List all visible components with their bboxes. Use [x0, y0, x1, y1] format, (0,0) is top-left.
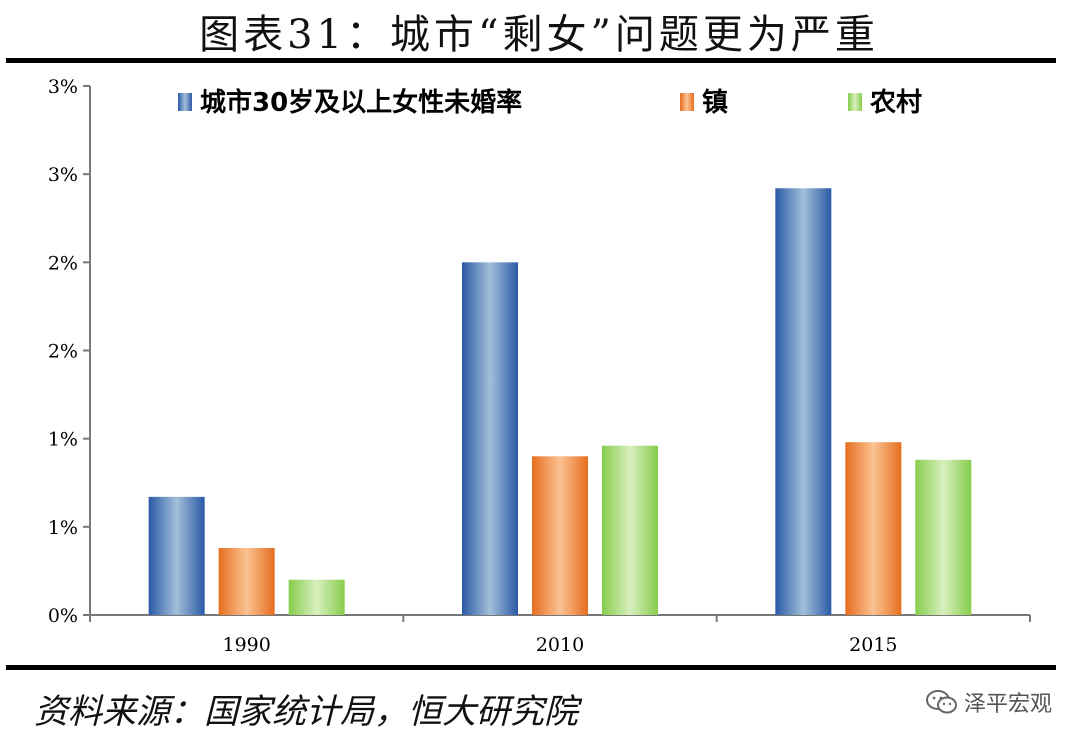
- watermark: 泽平宏观: [925, 686, 1052, 718]
- watermark-text: 泽平宏观: [963, 692, 1052, 717]
- source-note: 资料来源：国家统计局，恒大研究院: [34, 692, 578, 732]
- bar-2015-series-3: [915, 459, 972, 615]
- bar-2010-series-2: [532, 456, 588, 615]
- y-tick-label: 2%: [48, 252, 78, 274]
- bar-2010-series-3: [602, 445, 658, 615]
- y-tick-label: 3%: [48, 76, 78, 98]
- bar-2015-series-2: [845, 442, 902, 615]
- legend-label-2: 镇: [702, 88, 728, 118]
- bar-1990-series-2: [218, 547, 275, 615]
- legend-swatch-1: [178, 93, 192, 111]
- bars: [148, 188, 972, 616]
- bar-chart: 0% 1% 1% 2% 2% 3% 3% 1990 2010 2015 城市30岁及以上女性未婚率…: [48, 76, 1031, 656]
- bottom-rule: [6, 665, 1056, 670]
- bar-1990-series-3: [288, 579, 345, 615]
- legend-label-3: 农村: [869, 88, 922, 118]
- x-tick-label: 1990: [222, 634, 270, 656]
- x-tick-label: 2015: [849, 634, 897, 656]
- chart-title: 图表31：城市“剩女”问题更为严重: [199, 12, 879, 58]
- legend-label-1: 城市30岁及以上女性未婚率: [200, 87, 522, 118]
- bar-2015-series-1: [775, 188, 832, 616]
- y-tick-label: 3%: [48, 164, 78, 186]
- bar-2010-series-1: [462, 262, 518, 615]
- top-rule: [6, 58, 1056, 63]
- bar-1990-series-1: [148, 496, 205, 615]
- y-tick-label: 2%: [48, 341, 78, 363]
- legend: 城市30岁及以上女性未婚率 镇 农村: [178, 87, 922, 118]
- legend-swatch-3: [848, 93, 862, 111]
- y-tick-label: 0%: [48, 605, 78, 627]
- y-tick-label: 1%: [48, 429, 78, 451]
- wechat-icon: [925, 690, 957, 714]
- y-tick-label: 1%: [48, 517, 78, 539]
- legend-swatch-2: [680, 93, 694, 111]
- x-tick-label: 2010: [536, 634, 584, 656]
